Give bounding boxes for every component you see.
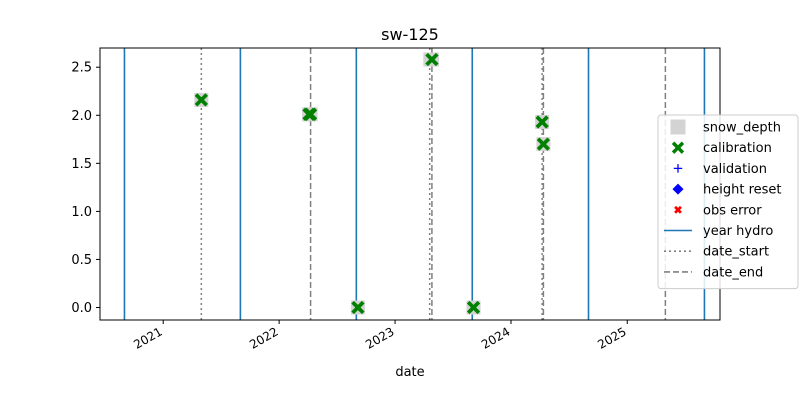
legend-obs-error-label: obs error [703,203,762,218]
calibration-marker [466,300,481,315]
legend-obs-error-swatch [674,205,682,214]
legend-calibration-swatch [671,141,685,154]
plot-area [99,47,721,321]
legend-date-start-label: date_start [703,245,769,260]
legend-snow-depth-label: snow_depth [703,121,781,136]
y-tick-label: 2.5 [71,61,92,76]
legend-height-reset-swatch [672,183,684,195]
y-tick-label: 2.0 [71,109,92,124]
chart-title: sw-125 [381,25,439,44]
calibration-marker [425,52,439,67]
vertical-lines [123,48,706,320]
calibration-marker [535,115,549,129]
data-markers [194,52,551,315]
x-axis-label: date [395,365,424,380]
legend-validation-swatch [673,164,683,173]
legend-snow-depth-swatch [670,119,686,135]
legend: snow_depth calibration validation height re… [657,114,799,290]
y-tick-label: 0.0 [71,301,92,316]
y-tick-label: 0.5 [71,253,92,268]
calibration-marker [303,107,318,121]
y-tick-label: 1.5 [71,157,92,172]
calibration-marker [536,137,551,151]
plot-background [100,48,720,320]
calibration-marker [194,93,208,107]
calibration-marker [351,300,365,315]
legend-year-hydro-label: year hydro [703,224,773,239]
legend-calibration-label: calibration [703,141,772,156]
legend-validation-label: validation [703,162,767,177]
y-tick-label: 1.0 [71,205,92,220]
legend-height-reset-label: height reset [703,183,782,198]
legend-date-end-label: date_end [703,265,763,280]
legend-box [657,114,799,290]
y-axis: 0.0 0.5 1.0 1.5 2.0 2.5 [71,61,100,316]
